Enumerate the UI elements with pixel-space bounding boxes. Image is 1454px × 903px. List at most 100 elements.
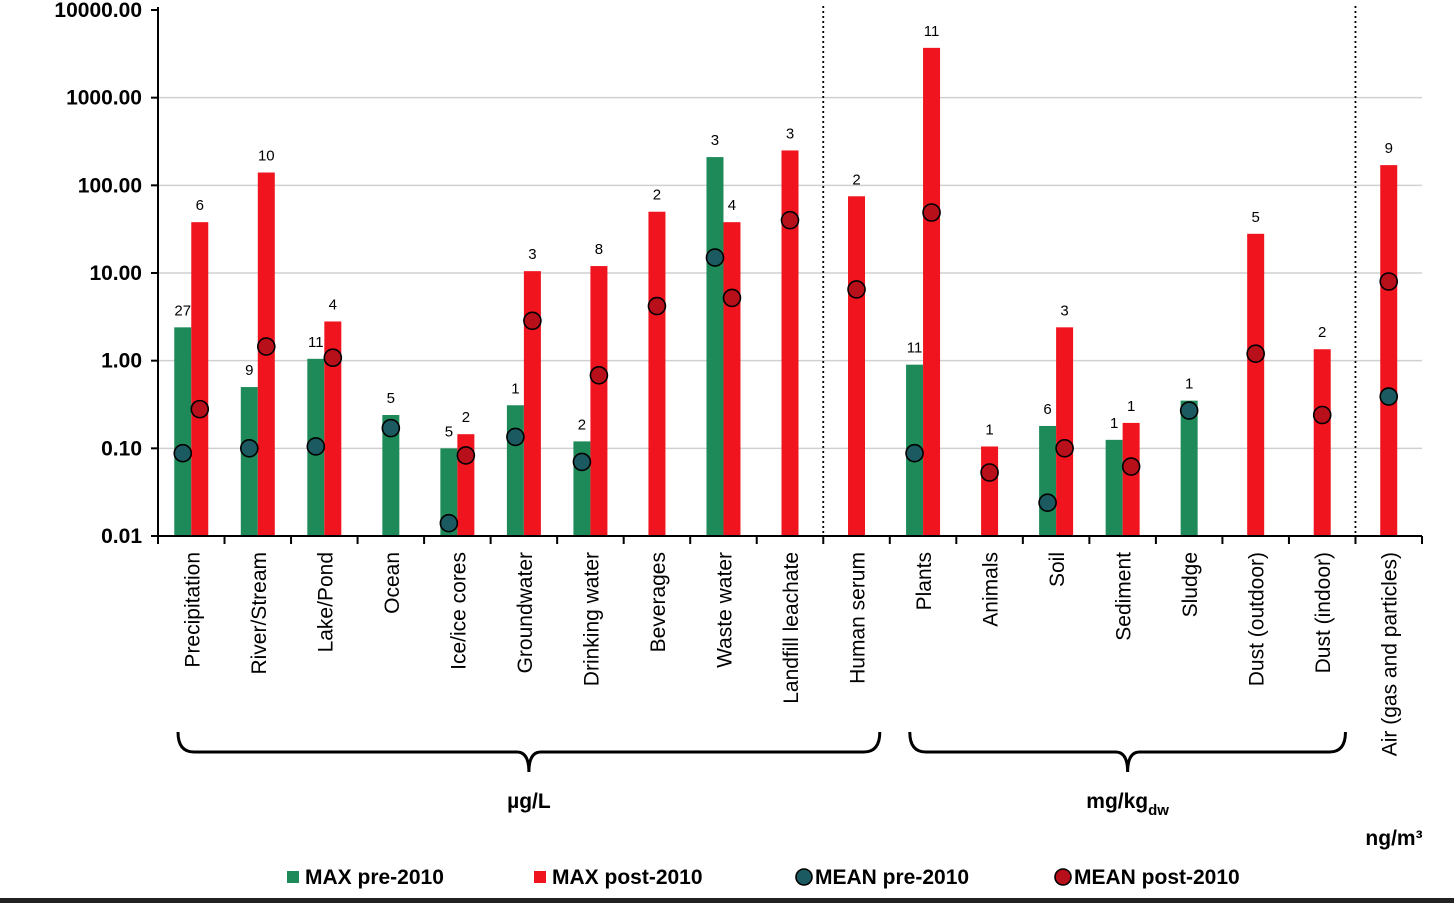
count-post-2010-cat-waste-water: 4 bbox=[728, 197, 736, 214]
brace-g-l bbox=[176, 731, 882, 773]
count-post-2010-cat-river-stream: 10 bbox=[258, 148, 275, 165]
category-label-drinking-water: Drinking water bbox=[580, 552, 603, 686]
category-label-ocean: Ocean bbox=[381, 552, 404, 614]
point-mean-post-2010-cat-lake-pond bbox=[323, 348, 343, 368]
unit-label-mg-kg: mg/kgdw bbox=[1086, 790, 1169, 819]
category-labels: Precipitation River/Stream Lake/Pond Ocean I… bbox=[181, 552, 1401, 756]
bar-max-pre-2010-cat-sediment bbox=[1105, 439, 1123, 536]
count-post-2010-cat-plants: 11 bbox=[924, 23, 940, 40]
count-post-2010-cat-human-serum: 2 bbox=[852, 171, 860, 188]
category-label-lake-pond: Lake/Pond bbox=[314, 552, 337, 652]
category-label-plants: Plants bbox=[913, 552, 936, 610]
count-pre-2010-cat-plants: 11 bbox=[907, 340, 923, 357]
point-mean-pre-2010-cat-soil bbox=[1038, 493, 1057, 512]
category-label-sediment: Sediment bbox=[1113, 552, 1136, 641]
legend-swatch-mean-post-2010 bbox=[1054, 868, 1072, 886]
count-pre-2010-cat-groundwater: 1 bbox=[511, 380, 519, 397]
point-mean-pre-2010-cat-air-gas-and-particles bbox=[1379, 387, 1399, 406]
category-label-landfill-leachate: Landfill leachate bbox=[780, 552, 803, 704]
count-post-2010-cat-dust-outdoor: 5 bbox=[1252, 209, 1260, 226]
category-separators bbox=[822, 6, 1357, 536]
point-mean-pre-2010-cat-lake-pond bbox=[306, 437, 326, 456]
bar-max-pre-2010-cat-groundwater bbox=[506, 405, 524, 536]
unit-labels: µg/L mg/kgdw ng/m³ bbox=[507, 790, 1422, 850]
bar-max-pre-2010-cat-ocean bbox=[382, 415, 400, 536]
count-post-2010-cat-ice-ice-cores: 2 bbox=[462, 409, 470, 426]
point-mean-post-2010-cat-river-stream bbox=[256, 337, 276, 356]
bar-max-post-2010-cat-dust-indoor bbox=[1313, 349, 1331, 536]
count-pre-2010-cat-precipitation: 27 bbox=[174, 302, 191, 319]
bar-max-post-2010-cat-sediment bbox=[1122, 422, 1140, 536]
count-post-2010-cat-lake-pond: 4 bbox=[329, 296, 337, 313]
point-mean-post-2010-cat-soil bbox=[1055, 439, 1074, 458]
point-mean-post-2010-cat-landfill-leachate bbox=[780, 210, 800, 230]
count-pre-2010-cat-ice-ice-cores: 5 bbox=[445, 423, 453, 440]
point-mean-pre-2010-cat-ice-ice-cores bbox=[439, 513, 459, 533]
point-mean-post-2010-cat-human-serum bbox=[847, 280, 866, 299]
legend-label-max-post-2010: MAX post-2010 bbox=[552, 866, 703, 889]
count-post-2010-cat-groundwater: 3 bbox=[528, 246, 536, 263]
y-tick-label: 1000.00 bbox=[66, 87, 142, 110]
point-mean-post-2010-cat-sediment bbox=[1121, 457, 1141, 476]
point-mean-pre-2010-cat-sludge bbox=[1179, 401, 1199, 420]
unit-label-ng-m3: ng/m³ bbox=[1365, 827, 1422, 850]
point-mean-pre-2010-cat-precipitation bbox=[173, 443, 193, 463]
legend: MAX pre-2010 MAX post-2010 MEAN pre-2010 ME… bbox=[287, 866, 1240, 889]
bar-max-post-2010-cat-dust-outdoor bbox=[1247, 233, 1265, 537]
count-pre-2010-cat-sludge: 1 bbox=[1185, 376, 1193, 393]
count-post-2010-cat-sediment: 1 bbox=[1127, 398, 1135, 415]
point-mean-post-2010-cat-plants bbox=[922, 203, 941, 222]
count-post-2010-cat-air-gas-and-particles: 9 bbox=[1385, 140, 1393, 157]
count-pre-2010-cat-sediment: 1 bbox=[1110, 415, 1118, 432]
legend-swatch-max-pre-2010 bbox=[287, 871, 299, 883]
point-mean-post-2010-cat-groundwater bbox=[523, 311, 542, 331]
point-mean-post-2010-cat-animals bbox=[980, 463, 999, 482]
category-label-river-stream: River/Stream bbox=[248, 552, 271, 675]
category-label-precipitation: Precipitation bbox=[181, 552, 204, 668]
category-label-sludge: Sludge bbox=[1179, 552, 1202, 617]
count-post-2010-cat-soil: 3 bbox=[1060, 302, 1068, 319]
count-post-2010-cat-dust-indoor: 2 bbox=[1318, 324, 1326, 341]
count-post-2010-cat-precipitation: 6 bbox=[196, 197, 204, 214]
bar-max-pre-2010-cat-soil bbox=[1039, 425, 1057, 536]
bar-max-pre-2010-cat-precipitation bbox=[174, 327, 192, 536]
legend-label-mean-pre-2010: MEAN pre-2010 bbox=[815, 866, 969, 889]
count-pre-2010-cat-soil: 6 bbox=[1043, 401, 1051, 418]
count-post-2010-cat-landfill-leachate: 3 bbox=[786, 125, 794, 142]
point-mean-pre-2010-cat-drinking-water bbox=[572, 452, 592, 472]
y-tick-label: 0.01 bbox=[101, 525, 142, 548]
legend-label-mean-post-2010: MEAN post-2010 bbox=[1074, 866, 1240, 889]
category-label-dust-outdoor: Dust (outdoor) bbox=[1246, 552, 1269, 686]
point-mean-post-2010-cat-dust-indoor bbox=[1312, 405, 1332, 425]
legend-swatch-max-post-2010 bbox=[534, 871, 546, 883]
unit-label-g-l: µg/L bbox=[507, 790, 551, 813]
brace-mg-kg bbox=[908, 731, 1347, 773]
unit-braces bbox=[176, 731, 1347, 773]
bar-max-post-2010-cat-lake-pond bbox=[324, 321, 342, 536]
bar-max-pre-2010-cat-river-stream bbox=[240, 387, 258, 536]
y-tick-label: 10.00 bbox=[89, 262, 142, 285]
point-mean-post-2010-cat-ice-ice-cores bbox=[456, 446, 476, 465]
category-label-soil: Soil bbox=[1046, 552, 1069, 587]
point-mean-pre-2010-cat-river-stream bbox=[239, 439, 259, 458]
y-tick-label: 0.10 bbox=[101, 437, 142, 460]
count-post-2010-cat-drinking-water: 8 bbox=[595, 241, 603, 258]
category-label-air-gas-and-particles: Air (gas and particles) bbox=[1379, 552, 1402, 756]
bars bbox=[174, 47, 1398, 537]
category-label-ice-ice-cores: Ice/ice cores bbox=[447, 552, 470, 670]
mean-points bbox=[173, 203, 1399, 533]
bar-max-pre-2010-cat-ice-ice-cores bbox=[440, 448, 458, 536]
bar-max-post-2010-cat-human-serum bbox=[848, 196, 866, 536]
bar-max-pre-2010-cat-sludge bbox=[1180, 400, 1198, 536]
point-mean-post-2010-cat-beverages bbox=[647, 296, 667, 316]
category-label-dust-indoor: Dust (indoor) bbox=[1312, 552, 1335, 673]
bar-max-post-2010-cat-soil bbox=[1056, 327, 1074, 536]
legend-label-max-pre-2010: MAX pre-2010 bbox=[305, 866, 444, 889]
y-tick-label: 1.00 bbox=[101, 350, 142, 373]
bar-max-post-2010-cat-landfill-leachate bbox=[781, 150, 799, 536]
y-tick-label: 10000.00 bbox=[54, 0, 142, 22]
count-pre-2010-cat-drinking-water: 2 bbox=[578, 416, 586, 433]
y-tick-labels: 0.01 0.10 1.00 10.00 100.00 1000.00 10000.00 bbox=[54, 0, 142, 548]
